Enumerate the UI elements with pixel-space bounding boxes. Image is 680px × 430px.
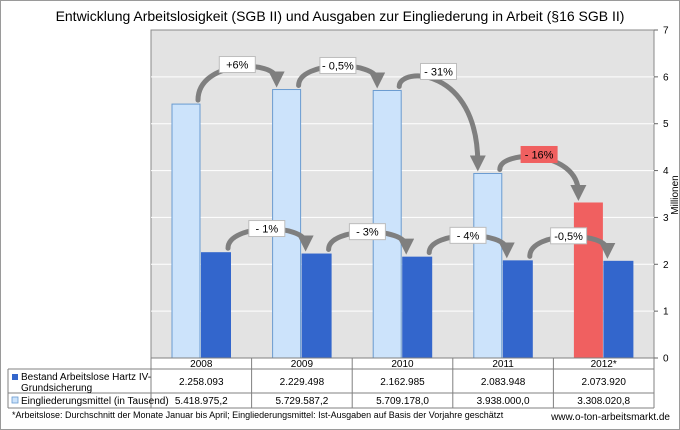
change-dark-label: - 1% <box>255 224 278 236</box>
category-label: 2009 <box>291 359 314 370</box>
change-light-label: - 16% <box>525 149 554 161</box>
change-dark-box <box>248 220 286 238</box>
bar-eingliederungsmittel <box>171 103 201 359</box>
change-dark-box <box>449 226 487 244</box>
table-cell-arbeitslose: 2.229.498 <box>280 377 325 388</box>
y-axis-ticks: 0 1 2 3 4 5 6 7 <box>654 26 669 365</box>
bar-eingliederungsmittel-highlight <box>573 202 603 359</box>
table-cell-eingliederungsmittel: 3.938.000,0 <box>477 396 530 407</box>
footnote: *Arbeitslose: Durchschnitt der Monate Ja… <box>12 410 504 420</box>
table-cell-eingliederungsmittel: 3.308.020,8 <box>577 396 630 407</box>
change-dark-label: -0,5% <box>554 231 583 243</box>
chart-title: Entwicklung Arbeitslosigkeit (SGB II) un… <box>56 8 625 24</box>
change-light-arrow <box>396 73 486 172</box>
source-site: www.o-ton-arbeitsmarkt.de <box>550 412 670 423</box>
bar-arbeitslose <box>603 260 634 358</box>
y-tick-label: 6 <box>663 72 669 83</box>
change-light-box <box>218 56 256 74</box>
legend-key-arbeitslose <box>12 374 18 380</box>
bar-eingliederungsmittel <box>473 172 503 359</box>
change-light-box <box>520 145 558 163</box>
table-cell-arbeitslose: 2.162.985 <box>380 377 425 388</box>
change-dark-label: - 4% <box>457 230 480 242</box>
bar-arbeitslose <box>301 253 332 358</box>
y-axis-unit: Millionen <box>670 175 680 214</box>
legend-label-arbeitslose: Bestand Arbeitslose Hartz IV- <box>21 372 151 383</box>
table-cell-arbeitslose: 2.073.920 <box>581 377 626 388</box>
change-dark-box <box>348 223 386 241</box>
data-table: 2008 2009 2010 2011 2012* Bestand Arbeitslose… <box>7 357 655 409</box>
change-light-label: +6% <box>226 60 249 72</box>
change-dark-label: - 3% <box>356 227 379 239</box>
annotations: +6% - 0,5% - 31% - 16% - 1% - 3% - 4% -0,5% <box>195 56 616 259</box>
category-label: 2008 <box>190 359 213 370</box>
bar-arbeitslose <box>201 252 231 358</box>
y-tick-label: 0 <box>663 354 669 365</box>
y-tick-label: 5 <box>663 119 669 130</box>
legend-label-eingliederungsmittel: Eingliederungsmittel (in Tausend) <box>21 396 169 407</box>
category-label: 2010 <box>391 359 414 370</box>
table-cell-eingliederungsmittel: 5.418.975,2 <box>175 396 228 407</box>
table-cell-eingliederungsmittel: 5.729.587,2 <box>275 396 328 407</box>
y-tick-label: 4 <box>663 166 669 177</box>
legend-label-arbeitslose: Grundsicherung <box>21 383 92 394</box>
y-tick-label: 1 <box>663 307 669 318</box>
legend-key-eingliederungsmittel <box>11 396 19 404</box>
category-label: 2011 <box>492 359 514 370</box>
y-tick-label: 2 <box>663 260 669 271</box>
y-tick-label: 3 <box>663 213 669 224</box>
y-tick-label: 7 <box>663 26 669 37</box>
bar-arbeitslose <box>502 260 533 358</box>
change-light-box <box>319 56 357 74</box>
table-cell-eingliederungsmittel: 5.709.178,0 <box>376 396 429 407</box>
change-light-box <box>420 62 457 80</box>
change-dark-box <box>550 227 588 245</box>
category-label: 2012* <box>591 359 617 370</box>
bars <box>171 89 634 359</box>
change-light-label: - 31% <box>424 66 453 78</box>
change-light-label: - 0,5% <box>322 60 354 72</box>
table-cell-arbeitslose: 2.258.093 <box>179 377 224 388</box>
bar-arbeitslose <box>402 256 433 358</box>
table-cell-arbeitslose: 2.083.948 <box>481 377 526 388</box>
